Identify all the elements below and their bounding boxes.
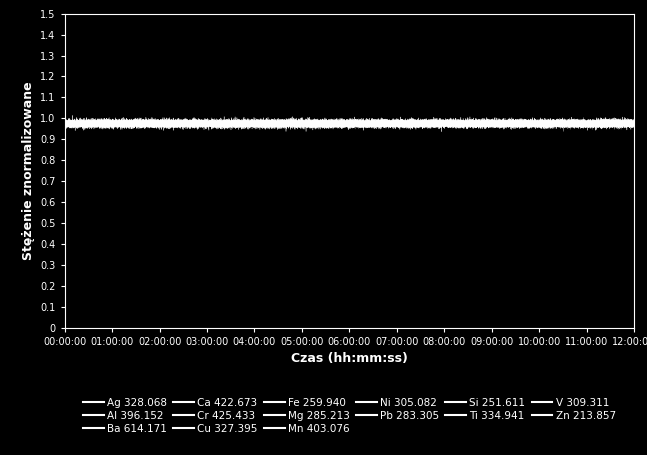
Legend: Ag 328.068, Al 396.152, Ba 614.171, Ca 422.673, Cr 425.433, Cu 327.395, Fe 259.9: Ag 328.068, Al 396.152, Ba 614.171, Ca 4…: [81, 395, 618, 436]
Y-axis label: Stężenie znormalizowane: Stężenie znormalizowane: [22, 81, 35, 260]
X-axis label: Czas (hh:mm:ss): Czas (hh:mm:ss): [291, 352, 408, 365]
